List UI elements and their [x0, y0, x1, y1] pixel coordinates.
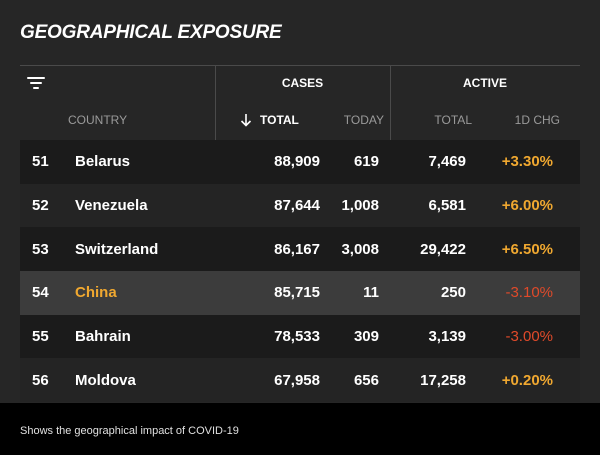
row-country: Venezuela [75, 197, 148, 215]
arrow-down-icon [240, 113, 252, 127]
row-active: 3,139 [428, 328, 466, 346]
row-country: Belarus [75, 153, 131, 171]
table-row[interactable]: 56 Moldova 67,958 656 17,258 +0.20% [20, 358, 580, 403]
page-title: GEOGRAPHICAL EXPOSURE [20, 22, 282, 43]
row-active: 17,258 [420, 371, 466, 389]
row-today: 309 [353, 328, 379, 346]
row-1d-change: +0.20% [501, 371, 553, 389]
cases-group-header: CASES [281, 75, 324, 90]
active-group-header: ACTIVE [462, 75, 507, 90]
row-total: 87,644 [274, 197, 320, 215]
row-rank: 56 [32, 371, 49, 389]
row-total: 85,715 [274, 284, 320, 302]
row-1d-change: +6.00% [501, 197, 553, 215]
column-header-total-label: TOTAL [260, 112, 299, 127]
column-header-today[interactable]: TODAY [343, 112, 384, 127]
row-1d-change: -3.00% [505, 328, 553, 346]
caption-footer: Shows the geographical impact of COVID-1… [0, 403, 600, 455]
table-row[interactable]: 53 Switzerland 86,167 3,008 29,422 +6.50… [20, 227, 580, 272]
row-active: 7,469 [428, 153, 466, 171]
row-country: Moldova [75, 371, 136, 389]
column-header-total[interactable]: TOTAL [240, 99, 299, 140]
row-rank: 54 [32, 284, 49, 302]
table-group-header: CASES ACTIVE [20, 65, 580, 99]
row-today: 1,008 [341, 197, 379, 215]
column-header-1d-change[interactable]: 1D CHG [514, 112, 560, 127]
column-header-country[interactable]: COUNTRY [68, 112, 128, 127]
row-1d-change: +3.30% [501, 153, 553, 171]
row-rank: 52 [32, 197, 49, 215]
column-header-active-total[interactable]: TOTAL [434, 112, 472, 127]
row-total: 78,533 [274, 328, 320, 346]
row-active: 6,581 [428, 197, 466, 215]
caption-text: Shows the geographical impact of COVID-1… [20, 425, 239, 437]
row-active: 29,422 [420, 240, 466, 258]
row-today: 656 [353, 371, 379, 389]
filter-icon[interactable] [27, 75, 47, 91]
row-1d-change: +6.50% [501, 240, 553, 258]
row-1d-change: -3.10% [505, 284, 553, 302]
row-total: 86,167 [274, 240, 320, 258]
row-today: 619 [353, 153, 379, 171]
row-total: 67,958 [274, 371, 320, 389]
table-row[interactable]: 52 Venezuela 87,644 1,008 6,581 +6.00% [20, 183, 580, 228]
row-today: 11 [363, 284, 379, 302]
row-country: Switzerland [75, 240, 159, 258]
row-total: 88,909 [274, 153, 320, 171]
exposure-table: CASES ACTIVE COUNTRY TOTAL TODAY TOTAL 1… [20, 65, 580, 403]
row-today: 3,008 [341, 240, 379, 258]
table-column-header: COUNTRY TOTAL TODAY TOTAL 1D CHG [20, 99, 580, 140]
row-rank: 55 [32, 328, 49, 346]
row-rank: 51 [32, 153, 49, 171]
row-active: 250 [440, 284, 466, 302]
row-rank: 53 [32, 240, 49, 258]
row-country: China [75, 284, 117, 302]
table-row-highlighted[interactable]: 54 China 85,715 11 250 -3.10% [20, 271, 580, 315]
table-row[interactable]: 55 Bahrain 78,533 309 3,139 -3.00% [20, 314, 580, 359]
table-row[interactable]: 51 Belarus 88,909 619 7,469 +3.30% [20, 140, 580, 184]
row-country: Bahrain [75, 328, 131, 346]
